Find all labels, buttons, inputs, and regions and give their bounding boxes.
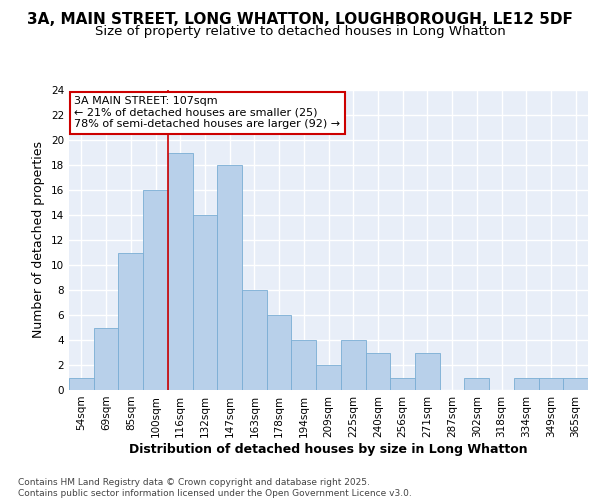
Bar xyxy=(390,378,415,390)
Bar xyxy=(69,378,94,390)
Bar xyxy=(514,378,539,390)
Bar xyxy=(94,328,118,390)
Bar xyxy=(168,152,193,390)
Bar xyxy=(316,365,341,390)
Bar xyxy=(143,190,168,390)
Bar xyxy=(193,215,217,390)
Bar xyxy=(341,340,365,390)
X-axis label: Distribution of detached houses by size in Long Whatton: Distribution of detached houses by size … xyxy=(129,442,528,456)
Bar xyxy=(539,378,563,390)
Bar xyxy=(267,315,292,390)
Bar xyxy=(464,378,489,390)
Text: Size of property relative to detached houses in Long Whatton: Size of property relative to detached ho… xyxy=(95,25,505,38)
Bar xyxy=(563,378,588,390)
Text: 3A, MAIN STREET, LONG WHATTON, LOUGHBOROUGH, LE12 5DF: 3A, MAIN STREET, LONG WHATTON, LOUGHBORO… xyxy=(27,12,573,28)
Y-axis label: Number of detached properties: Number of detached properties xyxy=(32,142,46,338)
Bar xyxy=(365,352,390,390)
Bar xyxy=(415,352,440,390)
Bar xyxy=(242,290,267,390)
Bar xyxy=(292,340,316,390)
Text: 3A MAIN STREET: 107sqm
← 21% of detached houses are smaller (25)
78% of semi-det: 3A MAIN STREET: 107sqm ← 21% of detached… xyxy=(74,96,340,129)
Bar xyxy=(118,252,143,390)
Text: Contains HM Land Registry data © Crown copyright and database right 2025.
Contai: Contains HM Land Registry data © Crown c… xyxy=(18,478,412,498)
Bar xyxy=(217,165,242,390)
